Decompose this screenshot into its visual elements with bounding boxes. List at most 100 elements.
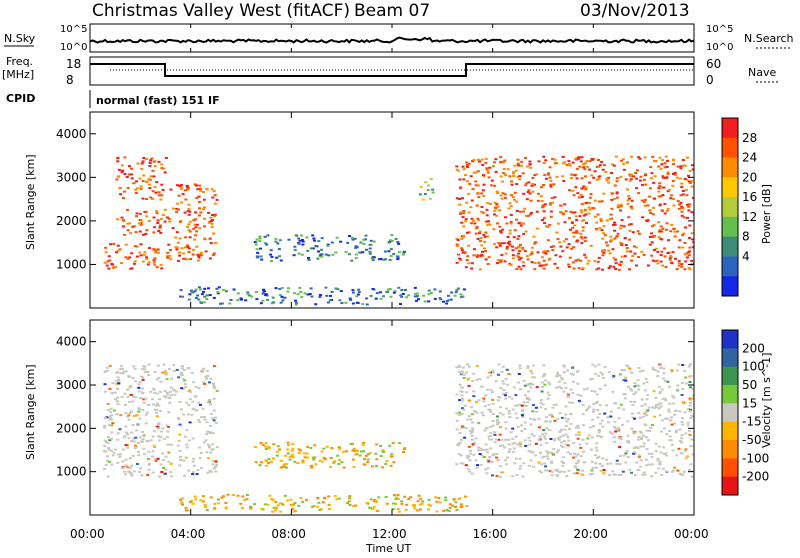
data-point — [623, 369, 626, 372]
data-point — [473, 222, 477, 225]
data-point — [426, 189, 430, 191]
data-point — [179, 295, 182, 298]
data-point — [212, 232, 215, 235]
data-point — [481, 164, 485, 166]
data-point — [149, 159, 153, 162]
data-point — [686, 408, 690, 410]
data-point — [498, 225, 502, 228]
data-point — [139, 185, 143, 188]
data-point — [501, 393, 505, 396]
data-point — [337, 463, 341, 465]
data-point — [515, 417, 519, 420]
data-point — [294, 301, 298, 304]
data-point — [629, 155, 633, 158]
data-point — [579, 160, 583, 163]
data-point — [187, 251, 191, 253]
data-point — [546, 239, 550, 242]
data-point — [507, 207, 511, 210]
data-point — [571, 211, 575, 214]
data-point — [610, 432, 614, 435]
data-point — [513, 191, 517, 194]
data-point — [688, 469, 691, 471]
data-point — [662, 372, 666, 375]
data-point — [529, 212, 533, 214]
data-point — [421, 500, 425, 503]
data-point — [507, 410, 511, 413]
data-point — [478, 160, 482, 163]
data-point — [125, 176, 129, 178]
data-point — [375, 458, 379, 461]
data-point — [166, 255, 170, 257]
data-point — [267, 458, 271, 461]
data-point — [124, 256, 128, 259]
data-point — [534, 454, 538, 457]
data-point — [170, 394, 174, 397]
data-point — [496, 259, 500, 262]
data-point — [471, 188, 475, 191]
data-point — [388, 288, 392, 290]
data-point — [416, 500, 420, 503]
data-point — [489, 184, 493, 187]
data-point — [605, 458, 609, 461]
data-point — [642, 382, 646, 385]
data-point — [321, 501, 325, 504]
data-point — [435, 500, 439, 503]
data-point — [106, 260, 110, 263]
data-point — [485, 451, 489, 454]
data-point — [686, 421, 690, 424]
data-point — [687, 254, 691, 257]
data-point — [458, 203, 462, 206]
data-point — [604, 234, 607, 237]
data-point — [120, 367, 124, 370]
data-point — [656, 403, 660, 406]
data-point — [297, 241, 300, 244]
data-point — [551, 453, 555, 456]
data-point — [518, 250, 521, 252]
data-point — [312, 237, 316, 240]
data-point — [323, 458, 327, 461]
data-point — [684, 432, 688, 435]
data-point — [368, 247, 372, 250]
data-point — [626, 203, 630, 205]
data-point — [594, 446, 598, 449]
data-point — [624, 244, 628, 246]
data-point — [155, 266, 159, 269]
data-point — [539, 195, 543, 198]
data-point — [193, 395, 197, 398]
data-point — [318, 459, 322, 462]
data-point — [566, 418, 570, 421]
data-point — [108, 364, 112, 367]
data-point — [475, 365, 479, 368]
data-point — [118, 453, 122, 456]
data-point — [689, 402, 692, 404]
data-point — [585, 409, 588, 412]
data-point — [559, 204, 563, 207]
data-point — [368, 243, 372, 246]
data-point — [259, 442, 263, 444]
data-point — [592, 176, 596, 179]
data-point — [240, 507, 244, 509]
data-point — [598, 227, 602, 230]
data-point — [473, 248, 476, 251]
data-point — [129, 471, 132, 474]
data-point — [502, 446, 506, 449]
data-point — [462, 234, 465, 237]
data-point — [574, 215, 578, 218]
data-point — [513, 462, 517, 465]
data-point — [455, 165, 459, 168]
data-point — [121, 169, 125, 172]
data-point — [511, 196, 515, 199]
data-point — [627, 223, 631, 226]
data-point — [514, 394, 518, 397]
data-point — [559, 211, 563, 214]
data-point — [210, 222, 214, 225]
data-point — [405, 296, 409, 299]
data-point — [648, 195, 652, 198]
data-point — [571, 373, 575, 376]
x-tick-label: 12:00 — [372, 527, 407, 541]
data-point — [279, 466, 283, 469]
data-point — [513, 229, 517, 232]
data-point — [401, 293, 405, 295]
data-point — [515, 254, 519, 257]
data-point — [584, 188, 588, 191]
